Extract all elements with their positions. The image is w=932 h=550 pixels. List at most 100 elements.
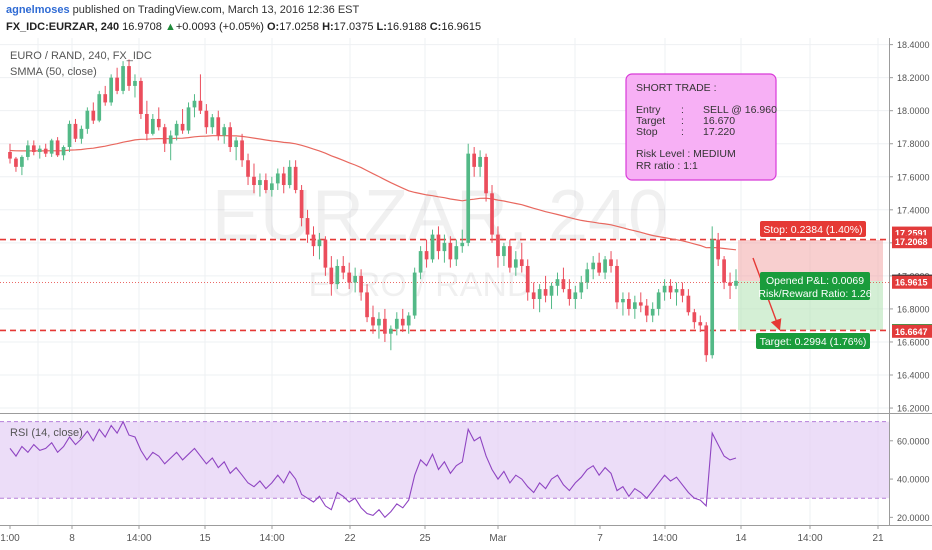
candle	[496, 226, 500, 268]
candle	[26, 140, 30, 161]
candle	[341, 256, 346, 280]
rsi-title[interactable]: RSI (14, close)	[10, 427, 83, 439]
candle	[442, 234, 447, 263]
price-tick-label: 16.2000	[897, 404, 930, 414]
candle	[85, 107, 90, 134]
price-tick-label: 18.0000	[897, 106, 930, 116]
price-label: 16.9615	[895, 278, 928, 288]
candle	[430, 229, 435, 263]
price-tick-label: 16.4000	[897, 371, 930, 381]
trading-chart[interactable]: EURZAR, 240 EURO / RAND Stop: 0.2384 (1.…	[0, 38, 932, 550]
candle	[180, 109, 185, 134]
low-label: L:	[376, 21, 387, 33]
note-entry-value: SELL @ 16.960	[703, 104, 777, 116]
candle	[668, 279, 673, 300]
candle	[621, 292, 625, 316]
trade-note[interactable]: SHORT TRADE : Entry : SELL @ 16.960 Targ…	[625, 73, 777, 181]
candle	[692, 308, 697, 329]
price-axis[interactable]: 18.4000 18.2000 18.0000 17.8000 17.6000 17.40…	[889, 38, 930, 525]
candle	[359, 269, 363, 301]
price-label: 16.6647	[895, 327, 928, 337]
candle	[573, 285, 578, 309]
candle	[258, 173, 262, 197]
price-label-bg	[892, 275, 932, 289]
candle	[460, 229, 465, 253]
price-tick-label: 16.8000	[897, 304, 930, 314]
high-label: H:	[322, 21, 334, 33]
rsi-band	[0, 421, 889, 499]
stop-label: Stop: 0.2384 (1.40%)	[763, 224, 862, 236]
note-stop-sep: :	[681, 126, 684, 138]
candle	[365, 284, 369, 323]
time-axis[interactable]: 1:00 8 14:00 15 14:00 22 25 Mar 7 14:00 14 14:00 21	[0, 525, 884, 544]
price-tick-label: 17.8000	[897, 139, 930, 149]
candle	[406, 312, 411, 334]
target-label: Target: 0.2994 (1.76%)	[760, 336, 867, 348]
candle	[103, 85, 108, 106]
candle	[418, 246, 423, 280]
high-value: 17.0375	[333, 21, 374, 33]
candle	[531, 282, 536, 309]
candle	[698, 315, 703, 333]
candle	[293, 160, 298, 194]
candle	[597, 252, 601, 276]
candle	[627, 292, 631, 316]
candle	[127, 59, 131, 91]
candle	[234, 137, 238, 161]
note-box	[625, 73, 777, 181]
candle	[240, 133, 244, 167]
symbol-label: FX_IDC:EURZAR, 240	[6, 21, 120, 33]
candle	[704, 322, 709, 362]
candle	[567, 279, 572, 306]
close-value: 16.9615	[441, 21, 482, 33]
candle	[145, 100, 149, 141]
rsi-axis[interactable]: 60.0000 40.0000 20.0000	[889, 436, 930, 523]
candle	[722, 256, 726, 290]
target-label-box[interactable]	[756, 333, 870, 349]
smma-legend[interactable]: SMMA (50, close)	[10, 66, 97, 78]
candle	[561, 267, 566, 293]
candle	[674, 282, 679, 306]
candle	[275, 168, 280, 190]
pnl-label-box[interactable]	[760, 272, 870, 300]
candle	[299, 185, 304, 227]
candle	[579, 275, 584, 300]
candle	[311, 226, 316, 257]
smma-line	[9, 134, 737, 251]
publish-line: agnelmoses published on TradingView.com,…	[6, 4, 359, 16]
candle	[79, 125, 84, 144]
author-link[interactable]: agnelmoses	[6, 4, 70, 16]
candle	[353, 267, 357, 293]
candle	[609, 251, 613, 273]
candle	[686, 289, 691, 316]
candle	[8, 143, 12, 164]
candle	[67, 120, 72, 152]
candle	[555, 272, 560, 296]
candle	[347, 262, 352, 290]
candle	[424, 239, 429, 268]
candle	[650, 302, 655, 323]
candle	[323, 236, 328, 276]
candle	[305, 209, 310, 243]
candle	[61, 145, 66, 161]
time-tick-label: 15	[199, 533, 211, 544]
candle	[448, 236, 453, 268]
candle	[519, 242, 524, 273]
stop-label-box[interactable]	[760, 221, 866, 237]
candle	[394, 312, 399, 336]
note-risk: Risk Level : MEDIUM	[636, 148, 736, 160]
time-tick-label: 14:00	[797, 533, 822, 544]
candle	[269, 176, 274, 197]
candle	[710, 226, 715, 359]
time-tick-label: 7	[597, 533, 603, 544]
candle	[543, 275, 548, 303]
candle	[484, 153, 488, 202]
candle	[454, 239, 459, 266]
price-tick-label: 18.2000	[897, 73, 930, 83]
candle	[91, 102, 96, 124]
candle	[139, 77, 143, 119]
price-labels: 17.259117.206816.968416.961516.669016.66…	[892, 226, 932, 338]
candle	[216, 110, 221, 141]
candle	[287, 160, 292, 189]
note-stop-label: Stop	[636, 126, 658, 138]
